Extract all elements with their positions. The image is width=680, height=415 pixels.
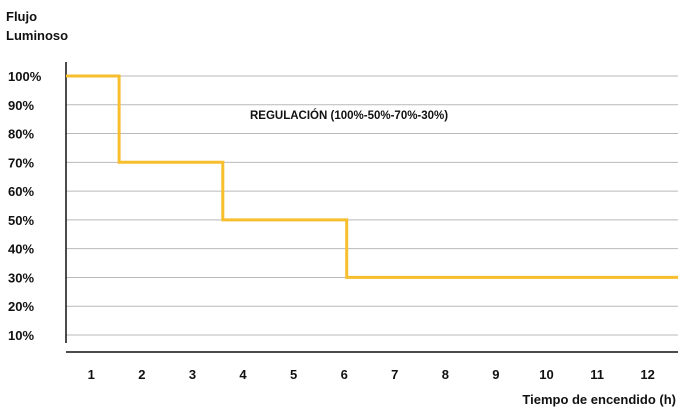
- x-axis-title: Tiempo de encendido (h): [522, 392, 676, 407]
- x-tick-label: 4: [239, 367, 247, 382]
- y-tick-label: 20%: [8, 299, 34, 314]
- x-tick-label: 10: [539, 367, 553, 382]
- gridlines: [66, 75, 678, 336]
- y-tick-label: 70%: [8, 155, 34, 170]
- x-tick-labels: 1 2 3 4 5 6 7 8 9 10 11 12: [88, 367, 655, 382]
- x-tick-label: 11: [590, 367, 604, 382]
- x-tick-label: 6: [341, 367, 348, 382]
- y-tick-label: 10%: [8, 328, 34, 343]
- y-tick-label: 80%: [8, 127, 34, 142]
- y-axis-title-line-1: Flujo: [6, 9, 38, 24]
- y-tick-labels: 10% 20% 30% 40% 50% 60% 70% 80% 90% 100%: [8, 69, 42, 343]
- x-tick-label: 8: [442, 367, 449, 382]
- x-tick-label: 2: [138, 367, 145, 382]
- y-tick-label: 50%: [8, 213, 34, 228]
- x-tick-label: 5: [290, 367, 297, 382]
- x-tick-label: 12: [640, 367, 654, 382]
- series-layer: [66, 74, 678, 279]
- y-tick-label: 100%: [8, 69, 42, 84]
- y-tick-label: 60%: [8, 184, 34, 199]
- regulation-annotation: REGULACIÓN (100%-50%-70%-30%): [250, 110, 449, 122]
- y-axis-title-line-2: Luminoso: [6, 28, 69, 43]
- x-tick-label: 3: [189, 367, 196, 382]
- series-line: [66, 74, 678, 279]
- y-tick-label: 90%: [8, 98, 34, 113]
- x-tick-label: 1: [88, 367, 95, 382]
- y-tick-label: 30%: [8, 270, 34, 285]
- y-tick-label: 40%: [8, 242, 34, 257]
- x-tick-label: 7: [391, 367, 398, 382]
- x-tick-label: 9: [492, 367, 499, 382]
